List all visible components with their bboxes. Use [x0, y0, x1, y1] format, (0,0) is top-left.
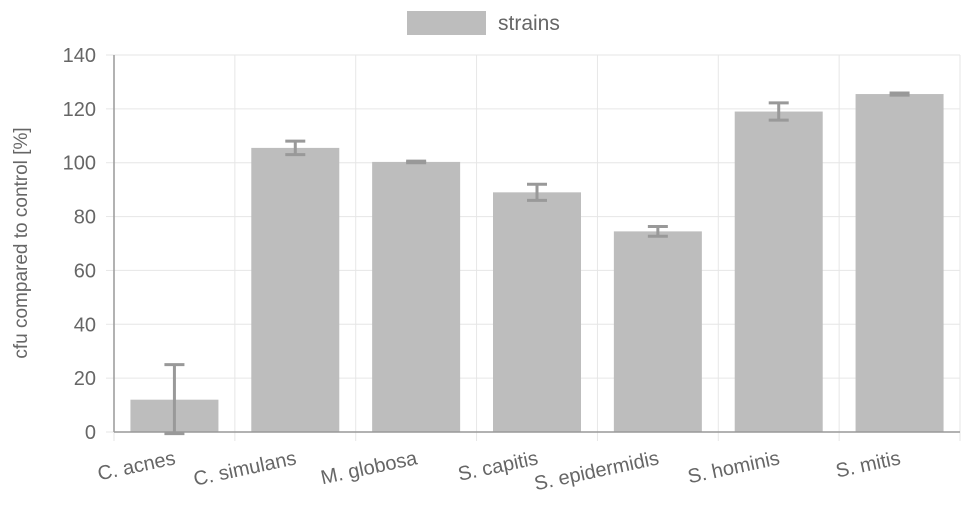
y-tick-label: 40 [74, 314, 96, 336]
y-tick-label: 60 [74, 260, 96, 282]
bars [130, 94, 944, 433]
legend-label: strains [498, 12, 560, 35]
bar[interactable] [613, 231, 702, 432]
bar[interactable] [734, 111, 823, 433]
bar[interactable] [251, 147, 340, 432]
x-tick-label: S. hominis [686, 447, 782, 488]
x-tick-label: S. epidermidis [532, 447, 661, 495]
legend-swatch [407, 11, 486, 35]
y-tick-label: 20 [74, 368, 96, 390]
x-tick-label: C. acnes [96, 447, 178, 485]
error-bars [164, 91, 910, 436]
y-tick-labels: 0 20 40 60 80 100 120 140 [63, 45, 96, 444]
x-tick-label: S. mitis [834, 447, 903, 482]
x-tick-labels: C. acnes C. simulans M. globosa S. capitisS… [96, 447, 903, 495]
bar[interactable] [493, 192, 581, 432]
x-tick-label: S. capitis [456, 447, 540, 485]
y-tick-label: 0 [85, 422, 96, 444]
y-tick-label: 100 [63, 153, 96, 175]
y-axis-label: cfu compared to control [%] [11, 127, 32, 358]
y-tick-label: 140 [63, 45, 96, 67]
bar[interactable] [372, 161, 461, 432]
y-tick-label: 120 [63, 99, 96, 121]
x-tick-label: C. simulans [192, 447, 299, 490]
bar[interactable] [855, 94, 944, 433]
y-tick-label: 80 [74, 207, 96, 229]
x-tick-label: M. globosa [319, 447, 420, 489]
legend[interactable]: strains [407, 11, 560, 35]
axes [106, 54, 960, 433]
